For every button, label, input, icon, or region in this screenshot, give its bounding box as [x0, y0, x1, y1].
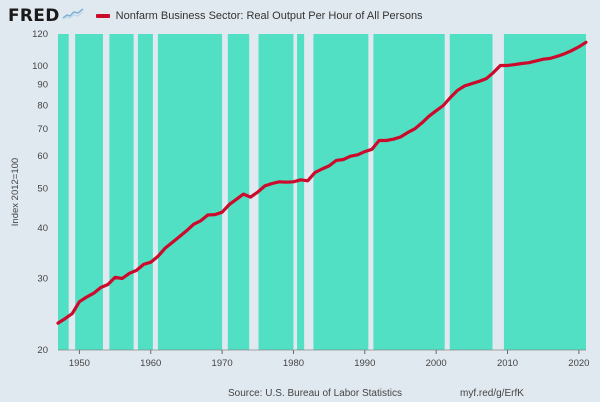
- y-tick-label: 20: [37, 345, 48, 356]
- gap-band: [293, 34, 298, 350]
- legend-swatch: [95, 14, 110, 18]
- gap-band: [492, 34, 504, 350]
- gap-band: [444, 34, 450, 350]
- gap-bands: [68, 34, 504, 350]
- x-tick-label: 2010: [497, 358, 518, 369]
- y-tick-label: 100: [32, 61, 48, 72]
- y-tick-label: 70: [37, 124, 48, 135]
- trend-chart-icon: [62, 7, 84, 25]
- fred-logo[interactable]: FRED: [8, 6, 60, 26]
- x-tick-label: 1950: [69, 358, 90, 369]
- legend-label: Nonfarm Business Sector: Real Output Per…: [115, 10, 423, 22]
- x-tick-label: 1970: [212, 358, 233, 369]
- gap-band: [133, 34, 138, 350]
- y-tick-label: 90: [37, 80, 48, 91]
- chart-header: FRED Nonfarm Business Sector: Real Outpu…: [8, 5, 423, 27]
- y-tick-label: 50: [37, 183, 48, 194]
- series-line-group: [56, 40, 588, 325]
- gap-band: [249, 34, 259, 350]
- gap-band: [222, 34, 228, 350]
- gap-band: [304, 34, 314, 350]
- y-tick-label: 120: [32, 29, 48, 40]
- x-axis-ticks: 1950 1960 1970 1980 1990 2000 2010 2020: [58, 349, 589, 369]
- x-tick-label: 1990: [354, 358, 375, 369]
- gap-band: [152, 34, 158, 350]
- y-tick-label: 60: [37, 151, 48, 162]
- x-tick-label: 1960: [140, 358, 161, 369]
- y-axis-ticks: 20 30 40 50 60 70 80 90 100 120: [32, 29, 48, 356]
- x-tick-label: 2000: [426, 358, 447, 369]
- gap-band: [368, 34, 374, 350]
- x-tick-label: 1980: [283, 358, 304, 369]
- y-tick-label: 40: [37, 223, 48, 234]
- chart-legend: Nonfarm Business Sector: Real Output Per…: [95, 10, 423, 22]
- series-line: [56, 40, 588, 325]
- y-tick-label: 30: [37, 273, 48, 284]
- gap-band: [68, 34, 76, 350]
- chart-url[interactable]: myf.red/g/ErfK: [460, 388, 524, 399]
- source-note: Source: U.S. Bureau of Labor Statistics: [228, 388, 402, 399]
- x-tick-label: 2020: [568, 358, 589, 369]
- gap-band: [102, 34, 110, 350]
- y-axis-label: Index 2012=100: [10, 158, 21, 226]
- y-tick-label: 80: [37, 101, 48, 112]
